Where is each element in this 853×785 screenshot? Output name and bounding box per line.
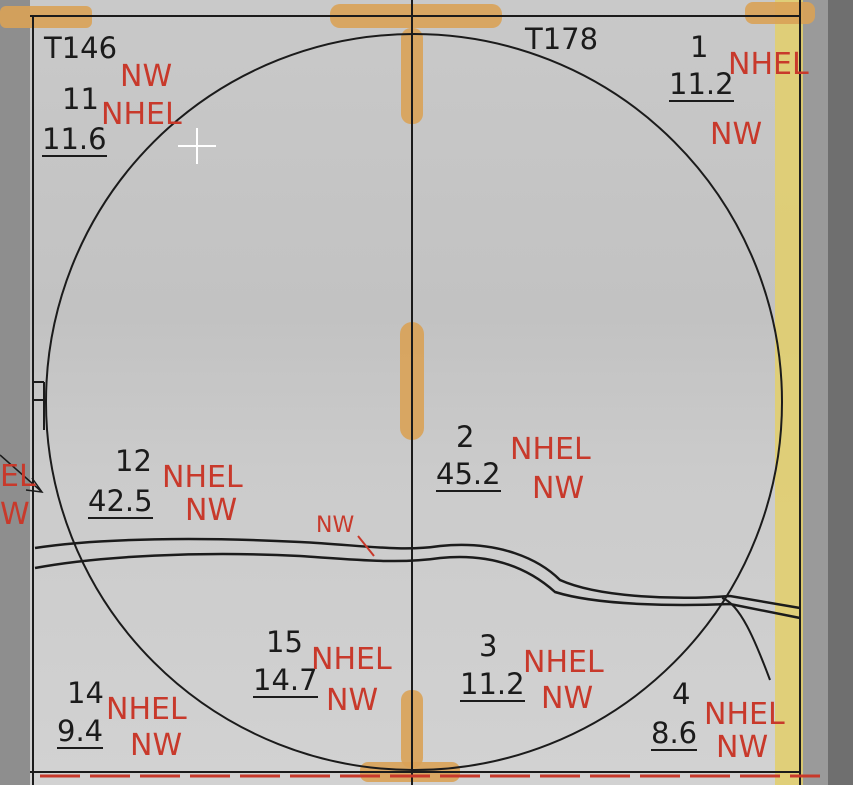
survey-cross-icon — [178, 128, 216, 164]
parcel-4-class-2: NW — [716, 730, 769, 765]
edge-label-1: EL — [0, 459, 36, 494]
parcel-11-class-1: NHEL — [101, 97, 182, 132]
road-branch — [721, 597, 771, 681]
parcel-2-number: 2 — [456, 420, 475, 454]
parcel-1-acres: 11.2 — [669, 67, 734, 102]
parcel-4-number: 4 — [672, 677, 691, 711]
road-upper-edge — [34, 537, 801, 610]
parcel-15-class-2: NW — [326, 683, 379, 718]
parcel-11-number: 11 — [62, 82, 99, 116]
parcel-12-number: 12 — [115, 444, 152, 478]
road-label: NW — [316, 513, 355, 538]
parcel-12-acres: 42.5 — [88, 484, 153, 519]
parcel-14-acres: 9.4 — [57, 714, 104, 749]
parcel-4-class-1: NHEL — [704, 697, 785, 732]
parcel-2-acres: 45.2 — [436, 457, 501, 492]
parcel-14-number: 14 — [67, 676, 104, 710]
parcel-1-number: 1 — [690, 30, 709, 64]
road-lower-edge — [34, 552, 801, 620]
parcel-2-class-2: NW — [532, 471, 585, 506]
parcel-15-acres: 14.7 — [253, 663, 318, 698]
parcel-1-class-1: NHEL — [728, 47, 809, 82]
left-arrow — [0, 454, 44, 493]
parcel-2-class-1: NHEL — [510, 432, 591, 467]
parcel-14-class-1: NHEL — [106, 692, 187, 727]
section-label-t178: T178 — [525, 22, 599, 56]
parcel-11-acres: 11.6 — [42, 122, 107, 157]
parcel-12-class-1: NHEL — [162, 460, 243, 495]
parcel-3-class-2: NW — [541, 681, 594, 716]
parcel-15-number: 15 — [266, 625, 303, 659]
parcel-11-class-2: NW — [120, 59, 173, 94]
highlight-strip — [775, 0, 803, 785]
tape-top-right — [745, 2, 815, 24]
parcel-4-acres: 8.6 — [651, 716, 698, 751]
pivot-circle — [45, 33, 783, 771]
parcel-12-class-2: NW — [185, 493, 238, 528]
parcel-3-number: 3 — [479, 629, 498, 663]
left-film-edge — [0, 0, 30, 785]
edge-label-2: W — [0, 497, 30, 532]
parcel-1-class-2: NW — [710, 117, 763, 152]
right-film-shadow — [828, 0, 853, 785]
road-label-pointer — [357, 535, 375, 557]
section-label-t146: T146 — [44, 31, 118, 65]
parcel-3-acres: 11.2 — [460, 667, 525, 702]
parcel-15-class-1: NHEL — [311, 642, 392, 677]
parcel-3-class-1: NHEL — [523, 645, 604, 680]
parcel-14-class-2: NW — [130, 728, 183, 763]
left-notch — [33, 381, 45, 430]
